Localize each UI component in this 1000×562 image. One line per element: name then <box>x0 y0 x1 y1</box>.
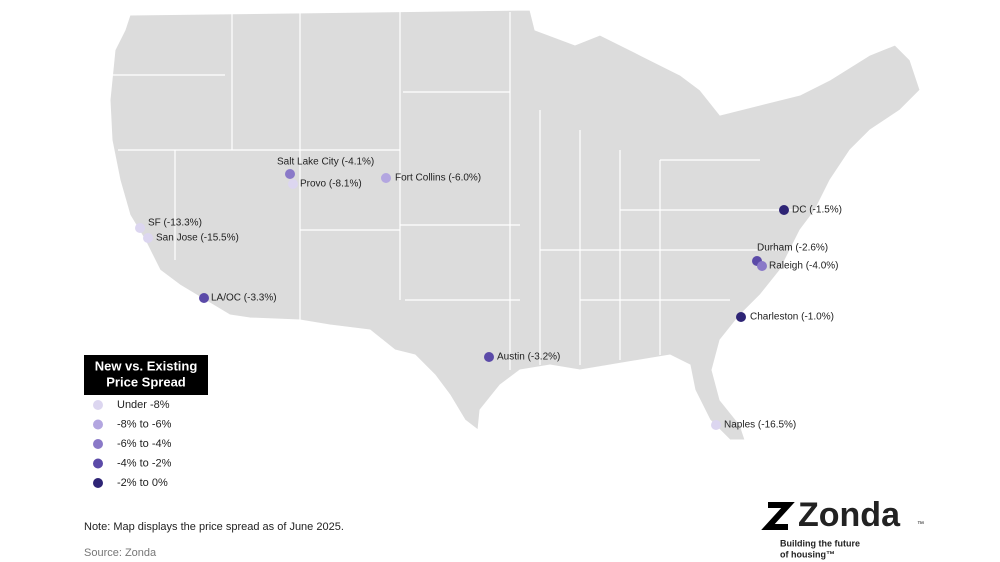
legend-label: -4% to -2% <box>117 457 172 469</box>
city-label: Charleston (-1.0%) <box>750 312 834 323</box>
logo-tm: ™ <box>917 521 924 528</box>
city-dot <box>381 173 391 183</box>
logo-name: Zonda <box>798 496 901 534</box>
source: Source: Zonda <box>84 547 157 559</box>
city-label: Salt Lake City (-4.1%) <box>277 157 374 168</box>
state-borders <box>112 12 800 370</box>
legend-swatch <box>93 478 103 488</box>
city-dot <box>711 420 721 430</box>
legend-title: New vs. Existing <box>95 358 198 373</box>
legend-swatch <box>93 400 103 410</box>
city-dot <box>757 261 767 271</box>
logo-icon <box>761 502 795 530</box>
legend-title-box <box>84 355 208 395</box>
legend-title: Price Spread <box>106 374 186 389</box>
legend-label: -6% to -4% <box>117 438 172 450</box>
legend-swatch <box>93 439 103 449</box>
note: Note: Map displays the price spread as o… <box>84 521 344 533</box>
cities: SF (-13.3%) San Jose (-15.5%) Salt Lake Ci… <box>135 157 842 431</box>
city-label: Austin (-3.2%) <box>497 352 560 363</box>
city-dot <box>199 293 209 303</box>
city-label: Naples (-16.5%) <box>724 420 796 431</box>
logo: Zonda ™ Building the future of housing™ <box>761 496 924 559</box>
city-dot <box>135 223 145 233</box>
city-dot <box>779 205 789 215</box>
city-label: Durham (-2.6%) <box>757 243 828 254</box>
logo-tagline: Building the future <box>780 538 860 548</box>
legend-label: -8% to -6% <box>117 418 172 430</box>
city-label: LA/OC (-3.3%) <box>211 293 277 304</box>
city-dot <box>285 169 295 179</box>
city-label: DC (-1.5%) <box>792 205 842 216</box>
city-label: Fort Collins (-6.0%) <box>395 173 481 184</box>
city-label: San Jose (-15.5%) <box>156 233 239 244</box>
city-label: Raleigh (-4.0%) <box>769 261 838 272</box>
legend: Under -8% -8% to -6% -6% to -4% -4% to -2% -… <box>93 399 172 489</box>
legend-label: Under -8% <box>117 399 170 411</box>
legend-label: -2% to 0% <box>117 477 168 489</box>
city-dot <box>288 179 298 189</box>
city-dot <box>143 233 153 243</box>
logo-tagline: of housing™ <box>780 549 835 559</box>
city-label: SF (-13.3%) <box>148 218 202 229</box>
city-dot <box>484 352 494 362</box>
legend-swatch <box>93 419 103 430</box>
city-dot <box>736 312 746 322</box>
city-label: Provo (-8.1%) <box>300 179 362 190</box>
legend-swatch <box>93 458 103 469</box>
